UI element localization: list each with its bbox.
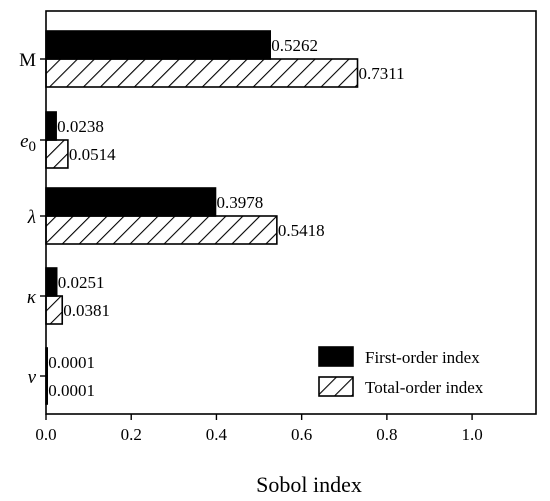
bar-first-order-1	[45, 111, 57, 141]
value-label-first-order-4: 0.0001	[48, 353, 95, 372]
value-label-first-order-0: 0.5262	[271, 36, 318, 55]
value-label-total-order-4: 0.0001	[48, 381, 95, 400]
value-label-first-order-2: 0.3978	[216, 193, 263, 212]
x-tick-label-5: 1.0	[461, 425, 482, 444]
legend-label-total-order: Total-order index	[365, 378, 484, 397]
bar-first-order-0	[45, 30, 272, 60]
x-tick-label-0: 0.0	[35, 425, 56, 444]
y-axis-ticks: Me0 λ κ ν	[19, 50, 46, 388]
value-label-first-order-3: 0.0251	[58, 273, 105, 292]
value-label-total-order-0: 0.7311	[359, 64, 405, 83]
bar-first-order-3	[45, 267, 58, 297]
bar-total-order-3	[45, 295, 64, 325]
bar-total-order-2	[45, 215, 278, 245]
x-tick-label-4: 0.8	[376, 425, 397, 444]
value-label-total-order-2: 0.5418	[278, 221, 325, 240]
x-axis-title: Sobol index	[256, 472, 362, 497]
x-axis-ticks: 0.0 0.2 0.4 0.6 0.8 1.0	[35, 414, 483, 444]
legend-swatch-first-order	[318, 346, 354, 367]
bar-total-order-1	[45, 139, 69, 169]
y-tick-label-4: ν	[28, 367, 37, 388]
value-label-first-order-1: 0.0238	[57, 117, 104, 136]
y-tick-label-2: λ	[27, 207, 36, 228]
value-label-total-order-3: 0.0381	[63, 301, 110, 320]
value-label-total-order-1: 0.0514	[69, 145, 116, 164]
value-labels-layer: 0.5262 0.7311 0.0238 0.0514 0.3978 0.5418 0.02…	[48, 36, 404, 400]
y-tick-label-0: M	[19, 50, 36, 71]
y-tick-label-1: e0	[20, 131, 36, 155]
plot-frame	[45, 10, 537, 415]
x-tick-label-2: 0.4	[206, 425, 228, 444]
bar-first-order-2	[45, 187, 217, 217]
legend-label-first-order: First-order index	[365, 348, 480, 367]
legend: First-order index Total-order index	[318, 346, 484, 397]
x-tick-label-3: 0.6	[291, 425, 312, 444]
bar-total-order-0	[45, 58, 359, 88]
y-tick-label-3: κ	[27, 287, 37, 308]
bars-layer	[45, 30, 359, 405]
legend-swatch-total-order	[318, 376, 354, 397]
x-tick-label-1: 0.2	[121, 425, 142, 444]
